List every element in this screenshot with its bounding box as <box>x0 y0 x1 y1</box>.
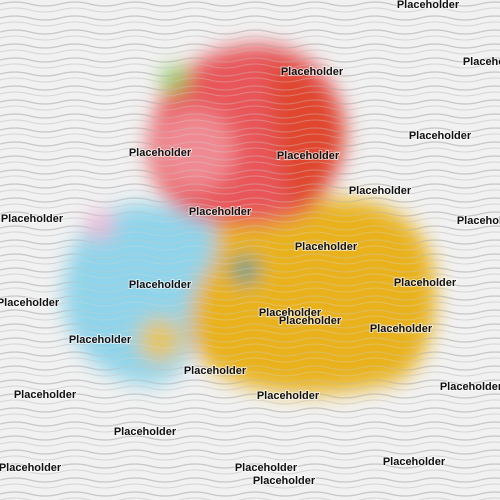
label: Placeholder <box>14 389 77 401</box>
label: Placeholder <box>463 56 500 68</box>
label: Placeholder <box>383 456 446 468</box>
label: Placeholder <box>279 315 342 327</box>
label: Placeholder <box>253 475 316 487</box>
label: Placeholder <box>69 334 132 346</box>
label: Placeholder <box>277 150 340 162</box>
label: Placeholder <box>295 241 358 253</box>
label: Placeholder <box>394 277 457 289</box>
label: Placeholder <box>397 0 460 11</box>
label: Placeholder <box>457 215 500 227</box>
label: Placeholder <box>235 462 298 474</box>
label: Placeholder <box>281 66 344 78</box>
label: Placeholder <box>189 206 252 218</box>
label: Placeholder <box>129 279 192 291</box>
label: Placeholder <box>184 365 247 377</box>
label: Placeholder <box>370 323 433 335</box>
label: Placeholder <box>409 130 472 142</box>
label: Placeholder <box>440 381 500 393</box>
label: Placeholder <box>0 462 62 474</box>
label: Placeholder <box>259 307 322 319</box>
label: Placeholder <box>129 147 192 159</box>
label: Placeholder <box>349 185 412 197</box>
label: Placeholder <box>257 390 320 402</box>
label: Placeholder <box>1 213 64 225</box>
labels: PlaceholderPlaceholderPlaceholderPlaceho… <box>0 0 500 488</box>
label: Placeholder <box>0 297 60 309</box>
label: Placeholder <box>114 426 177 438</box>
